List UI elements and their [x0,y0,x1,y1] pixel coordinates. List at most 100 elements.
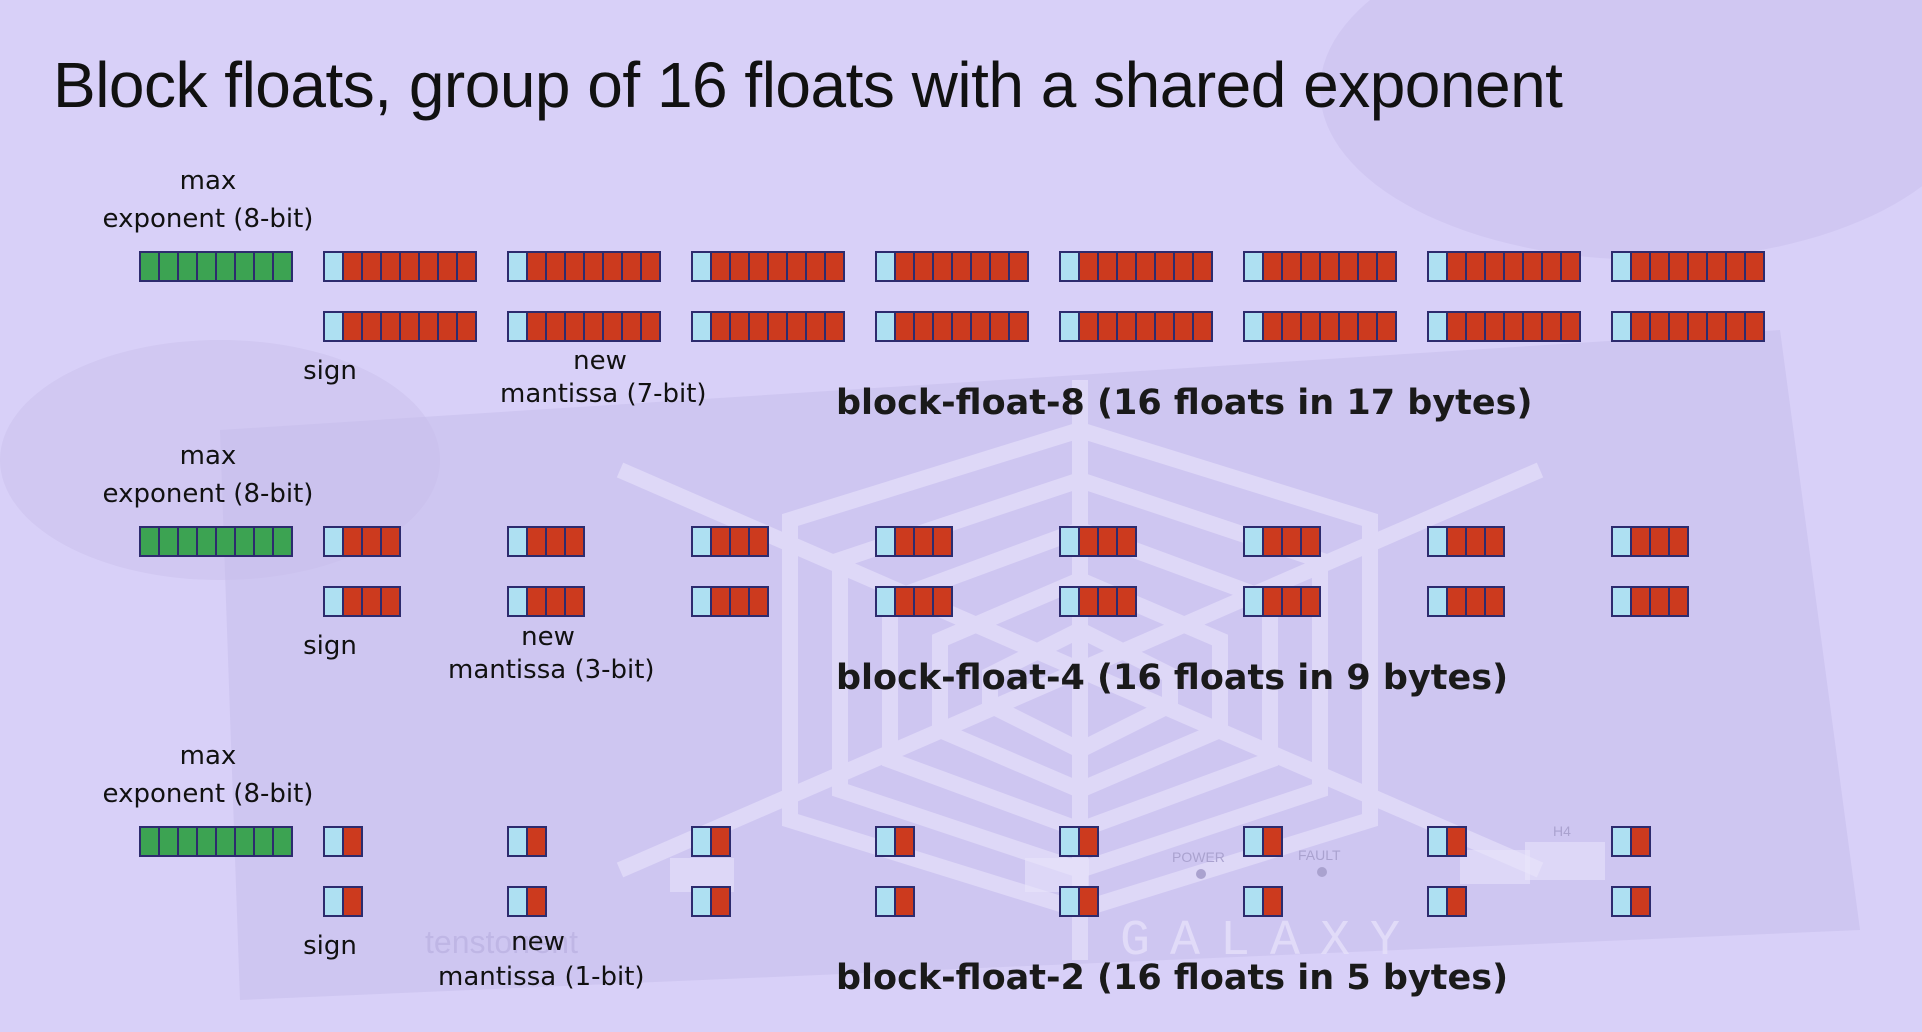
sign-bit-cell [691,586,712,617]
mantissa-bit-cell [932,251,953,282]
sign-bit-cell [1427,526,1448,557]
mantissa-bit-cell [640,251,661,282]
sign-label: sign [303,356,357,386]
mantissa-bit-cell [640,311,661,342]
mantissa-bit-cell [1078,311,1099,342]
mantissa-bit-cell [710,526,731,557]
mantissa-bit-cell [1376,311,1397,342]
mantissa-bit-cell [894,826,915,857]
mantissa-bit-cell [1319,311,1340,342]
mantissa-bit-cell [1446,826,1467,857]
sign-bit-cell [1059,526,1080,557]
mantissa-bit-cell [894,311,915,342]
mantissa-bit-cell [913,251,934,282]
mantissa-bit-cell [342,311,363,342]
mantissa-bit-cell [1192,251,1213,282]
mantissa-bit-cell [342,586,363,617]
mantissa-bit-cell [824,311,845,342]
sign-bit-cell [691,526,712,557]
mantissa-bit-cell [1649,586,1670,617]
mantissa-bit-cell [1541,251,1562,282]
mantissa-bit-cell [1338,311,1359,342]
mantissa-bit-cell [1522,251,1543,282]
mantissa-bit-cell [583,251,604,282]
sign-bit-cell [323,586,344,617]
exponent-bit-cell [272,826,293,857]
exponent-bit-cell [253,251,274,282]
exponent-bit-cell [215,526,236,557]
mantissa-bit-cell [602,251,623,282]
mantissa-bit-cell [545,586,566,617]
mantissa-bit-cell [1008,251,1029,282]
mantissa-bit-cell [913,311,934,342]
sign-bit-cell [1611,886,1632,917]
mantissa-bit-cell [1725,251,1746,282]
mantissa-bit-cell [361,251,382,282]
exponent-bit-cell [139,826,160,857]
page-title: Block floats, group of 16 floats with a … [53,49,1563,121]
mantissa-bit-cell [456,251,477,282]
svg-text:GALAXY: GALAXY [1120,913,1420,970]
mantissa-bit-cell [1173,311,1194,342]
exponent-bit-cell [158,251,179,282]
exponent-bit-cell [139,526,160,557]
exponent-bit-cell [196,251,217,282]
mantissa-bit-cell [1446,886,1467,917]
mantissa-label-bits: mantissa (7-bit) [500,379,707,409]
mantissa-bit-cell [1281,311,1302,342]
exponent-bit-cell [234,251,255,282]
sign-bit-cell [691,826,712,857]
mantissa-bit-cell [932,526,953,557]
sign-bit-cell [875,586,896,617]
sign-bit-cell [507,586,528,617]
mantissa-bit-cell [710,251,731,282]
mantissa-bit-cell [342,526,363,557]
mantissa-bit-cell [1687,251,1708,282]
sign-bit-cell [1611,826,1632,857]
mantissa-bit-cell [748,311,769,342]
mantissa-bit-cell [710,886,731,917]
mantissa-bit-cell [1008,311,1029,342]
mantissa-bit-cell [1376,251,1397,282]
mantissa-bit-cell [970,251,991,282]
mantissa-bit-cell [894,886,915,917]
mantissa-bit-cell [1649,526,1670,557]
mantissa-bit-cell [1262,526,1283,557]
mantissa-bit-cell [399,311,420,342]
sign-bit-cell [1427,586,1448,617]
mantissa-bit-cell [805,251,826,282]
mantissa-bit-cell [380,586,401,617]
mantissa-bit-cell [1446,526,1467,557]
mantissa-bit-cell [1630,586,1651,617]
mantissa-label-new: new [573,346,627,376]
sign-bit-cell [1243,886,1264,917]
sign-bit-cell [875,886,896,917]
mantissa-bit-cell [1116,251,1137,282]
mantissa-bit-cell [951,251,972,282]
exponent-bit-cell [139,251,160,282]
mantissa-bit-cell [1630,826,1651,857]
mantissa-bit-cell [1484,526,1505,557]
sign-bit-cell [875,311,896,342]
sign-bit-cell [1611,251,1632,282]
exponent-bit-cell [234,526,255,557]
sign-bit-cell [691,311,712,342]
mantissa-bit-cell [1668,251,1689,282]
exponent-bit-cell [234,826,255,857]
mantissa-bit-cell [602,311,623,342]
sign-bit-cell [1611,526,1632,557]
mantissa-label-new: new [521,622,575,652]
mantissa-bit-cell [437,251,458,282]
mantissa-bit-cell [1078,826,1099,857]
mantissa-bit-cell [1097,251,1118,282]
mantissa-bit-cell [1192,311,1213,342]
sign-bit-cell [691,251,712,282]
svg-text:FAULT: FAULT [1298,847,1341,863]
mantissa-bit-cell [526,826,547,857]
sign-bit-cell [1059,251,1080,282]
sign-bit-cell [323,311,344,342]
mantissa-bit-cell [380,311,401,342]
mantissa-bit-cell [748,526,769,557]
mantissa-bit-cell [767,251,788,282]
